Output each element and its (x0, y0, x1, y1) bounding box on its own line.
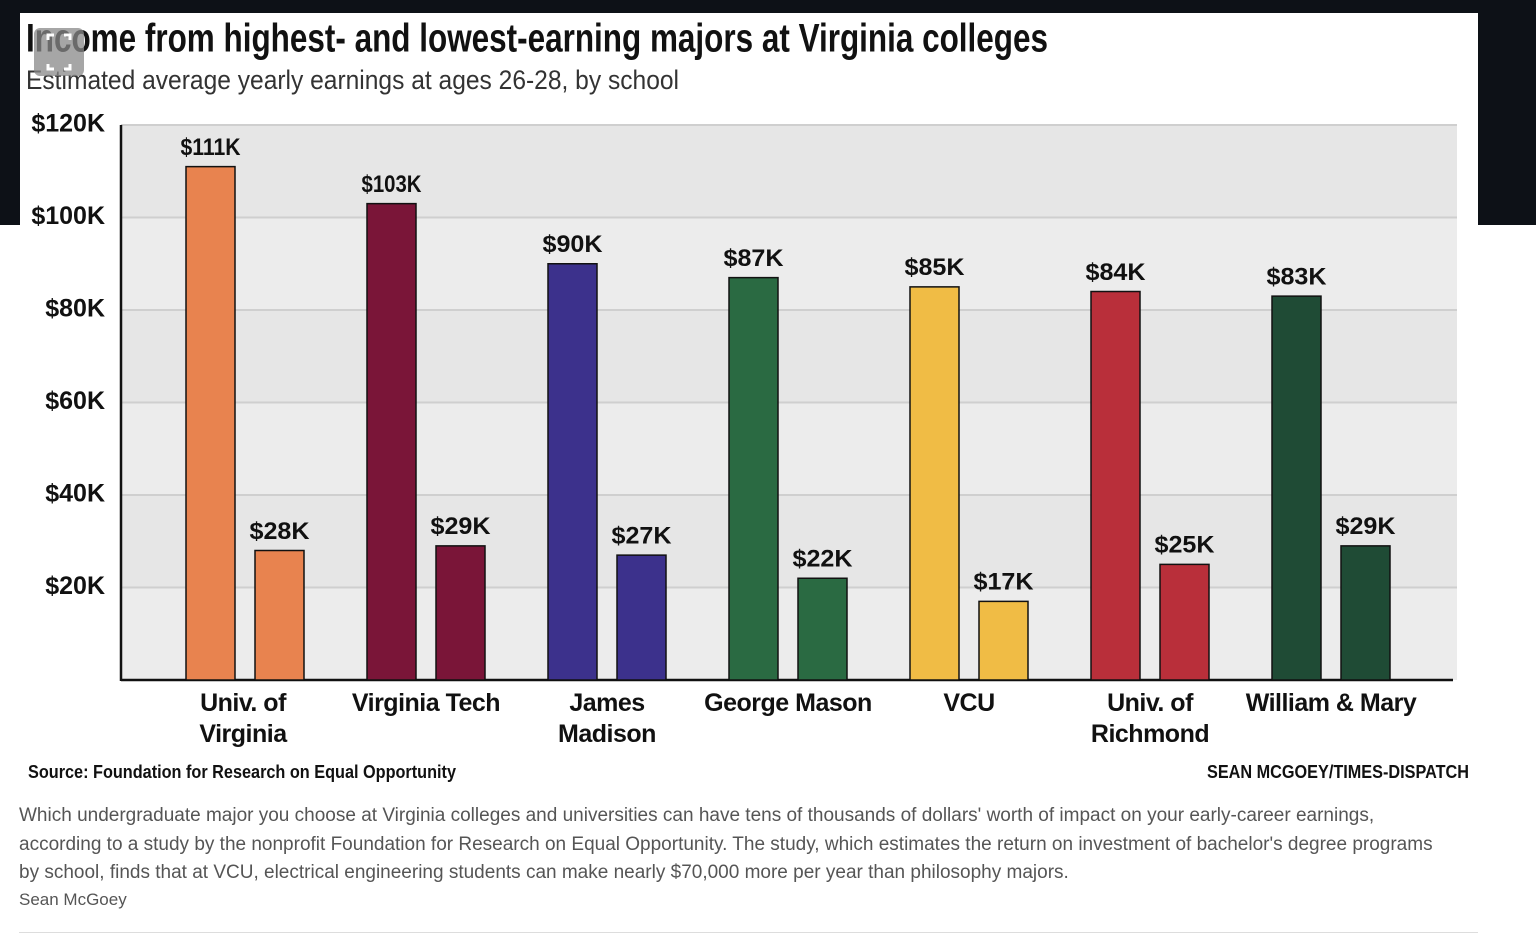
y-tick-label: $80K (45, 295, 105, 323)
chart-title: Income from highest- and lowest-earning … (26, 17, 1048, 61)
data-label: $111K (181, 134, 242, 161)
bar (616, 554, 667, 681)
bar (1340, 545, 1391, 681)
data-label: $87K (724, 245, 785, 272)
data-label: $22K (793, 546, 854, 573)
data-label: $85K (905, 254, 966, 281)
data-label: $29K (1336, 513, 1397, 540)
plot-area: $20K $40K $60K $80K $100K $120K $111K $28K $103K… (31, 110, 1457, 682)
bar (185, 165, 236, 681)
data-label: $103K (362, 171, 423, 198)
expand-icon (46, 33, 72, 71)
bar (366, 202, 417, 681)
chart-subtitle: Estimated average yearly earnings at age… (26, 65, 679, 95)
data-label: $17K (974, 569, 1035, 596)
byline: Sean McGoey (19, 890, 127, 909)
grid-band (121, 402, 1457, 495)
caption: Which undergraduate major you choose at … (19, 805, 1433, 883)
y-tick-label: $40K (45, 480, 105, 508)
bar (728, 276, 779, 681)
grid-band (121, 495, 1457, 588)
chart: Income from highest- and lowest-earning … (0, 0, 1536, 782)
bar (547, 263, 598, 681)
bar (254, 549, 305, 681)
data-label: $29K (431, 513, 492, 540)
data-label: $84K (1086, 259, 1147, 286)
grid-band (121, 217, 1457, 310)
y-tick-label: $100K (31, 202, 105, 230)
data-label: $28K (250, 518, 311, 545)
x-tick-label: Univ. of Virginia (199, 689, 287, 748)
divider (19, 932, 1478, 933)
credit: SEAN MCGOEY/TIMES-DISPATCH (1207, 762, 1469, 782)
x-tick-label: VCU (943, 689, 995, 717)
data-label: $90K (543, 231, 604, 258)
x-tick-label: William & Mary (1245, 689, 1417, 717)
grid-band (121, 310, 1457, 403)
bar (909, 286, 960, 681)
x-tick-label: Virginia Tech (351, 689, 501, 717)
bar (1271, 295, 1322, 681)
x-tick-label: James Madison (558, 689, 656, 748)
data-label: $27K (612, 522, 673, 549)
bar (435, 545, 486, 681)
bar (797, 577, 848, 681)
source-note: Source: Foundation for Research on Equal… (28, 762, 456, 782)
y-tick-label: $60K (45, 387, 105, 415)
y-tick-label: $20K (45, 572, 105, 600)
expand-button[interactable] (34, 28, 84, 76)
bar (978, 600, 1029, 681)
grid-band (121, 587, 1457, 680)
data-label: $83K (1267, 263, 1328, 290)
bar (1090, 290, 1141, 681)
grid-band (121, 125, 1457, 218)
data-label: $25K (1155, 532, 1216, 559)
bar (1159, 563, 1210, 681)
x-tick-label: Univ. of Richmond (1090, 689, 1210, 748)
y-tick-label: $120K (31, 110, 105, 138)
x-tick-label: George Mason (704, 689, 872, 717)
